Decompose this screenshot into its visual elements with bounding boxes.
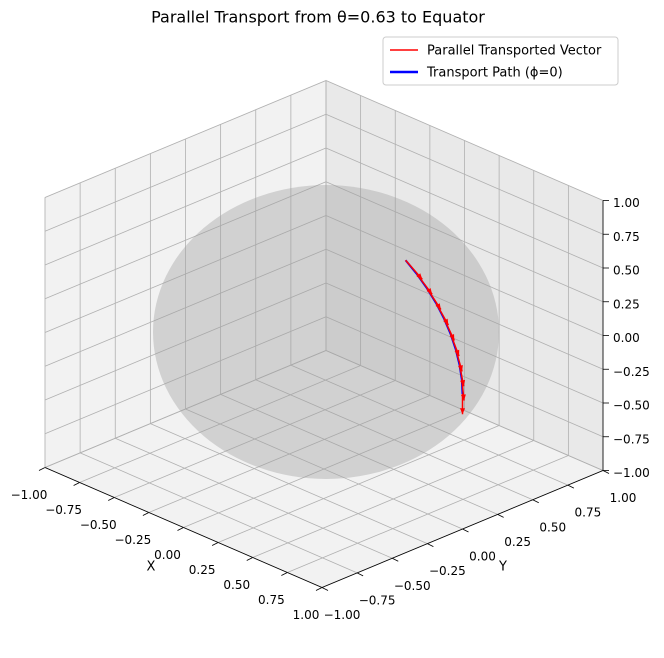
y-tick: [462, 528, 469, 533]
grid-line: [44, 80, 327, 198]
grid-line: [44, 282, 327, 401]
z-tick-label: 0.75: [613, 230, 640, 244]
y-tick: [602, 470, 610, 474]
y-tick-label: 0.00: [469, 550, 496, 564]
legend: Parallel Transported Vector Transport Pat…: [382, 36, 619, 86]
x-tick-label: 0.00: [154, 548, 181, 562]
x-tick-label: 1.00: [293, 608, 320, 622]
grid-line: [44, 248, 327, 367]
y-tick-label: −0.75: [359, 593, 396, 607]
grid-line: [325, 113, 604, 235]
z-tick-label: −1.00: [613, 466, 650, 480]
x-tick: [142, 512, 150, 516]
x-axis-label: X: [147, 560, 156, 575]
z-tick-label: 0.25: [613, 297, 640, 311]
x-tick-label: −0.50: [80, 518, 117, 532]
x-tick: [281, 572, 288, 576]
y-axis-label: Y: [498, 560, 507, 575]
grid-line: [325, 316, 604, 438]
grid-line: [44, 215, 327, 333]
grid-line: [220, 394, 498, 515]
grid-line: [115, 437, 393, 559]
y-tick-label: 0.75: [575, 506, 602, 520]
x-axis-line: [44, 467, 323, 588]
grid-line: [44, 350, 327, 468]
x-tick: [38, 467, 46, 471]
legend-label: Parallel Transported Vector: [427, 44, 602, 59]
x-tick: [246, 557, 253, 561]
grid-line: [185, 408, 463, 530]
x-tick-label: −0.75: [45, 503, 82, 517]
y-tick: [567, 484, 575, 489]
x-tick-label: 0.25: [189, 563, 216, 577]
y-tick: [321, 587, 329, 591]
x-tick: [73, 482, 80, 486]
y-tick-label: −0.50: [394, 579, 431, 593]
y-tick-label: 1.00: [610, 491, 637, 505]
y-tick-label: −1.00: [324, 608, 361, 622]
z-tick-label: −0.50: [613, 399, 650, 413]
y-tick-label: 0.25: [504, 535, 531, 549]
y-tick: [497, 514, 504, 518]
x-tick-label: 0.75: [258, 593, 285, 607]
x-tick: [108, 497, 115, 501]
grid-line: [325, 248, 604, 370]
grid-line: [44, 181, 327, 300]
y-tick-label: 0.50: [539, 520, 566, 534]
grid-line: [79, 452, 358, 574]
y-tick: [532, 499, 539, 504]
chart-title: Parallel Transport from θ=0.63 to Equato…: [151, 8, 485, 27]
y-tick: [427, 543, 434, 547]
grid-line: [325, 80, 604, 201]
x-tick: [315, 587, 323, 591]
grid-line: [325, 215, 604, 336]
y-tick: [392, 557, 399, 562]
grid-line: [44, 316, 327, 435]
z-tick-label: 0.50: [613, 264, 640, 278]
z-tick-label: 0.00: [613, 331, 640, 345]
grid-line: [255, 379, 533, 501]
grid-line: [150, 423, 428, 544]
grid-line: [325, 147, 604, 269]
sphere: [153, 185, 499, 479]
grid-line: [290, 364, 569, 486]
x-tick: [177, 527, 184, 531]
y-tick: [356, 572, 364, 577]
x-tick-label: −0.25: [114, 533, 151, 547]
z-tick-label: 1.00: [613, 196, 640, 210]
x-tick-label: 0.50: [223, 578, 250, 592]
legend-label: Transport Path (ϕ=0): [426, 66, 563, 81]
x-tick: [211, 542, 219, 546]
z-tick-label: −0.75: [613, 432, 650, 446]
y-axis-line: [321, 470, 604, 588]
grid-line: [325, 282, 604, 404]
legend-frame: [382, 36, 619, 86]
x-tick-label: −1.00: [11, 488, 48, 502]
arrow-head: [460, 408, 465, 415]
y-tick-label: −0.25: [429, 564, 466, 578]
grid-line: [44, 113, 327, 232]
z-tick-label: −0.25: [613, 365, 650, 379]
grid-line: [325, 350, 604, 471]
grid-line: [44, 147, 327, 266]
grid-line: [325, 181, 604, 303]
